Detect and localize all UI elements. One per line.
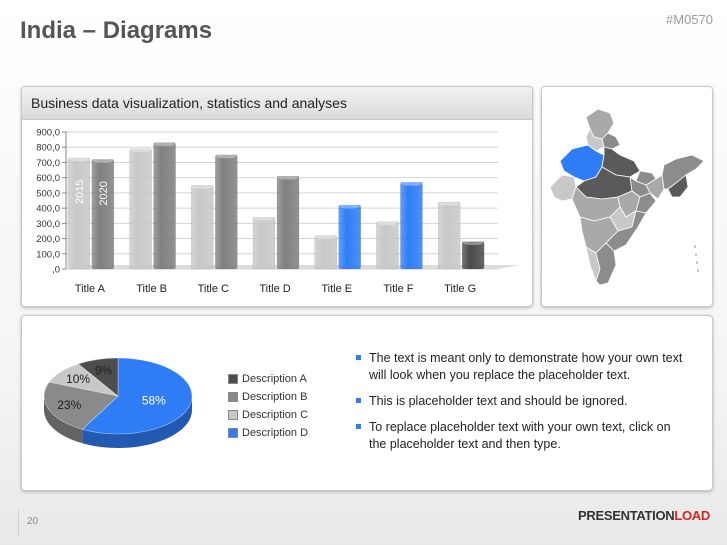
map-region-punjab [585,128,605,152]
x-tick-label: Title E [321,283,352,295]
legend-item: Description D [228,424,308,442]
bar-cap [401,181,422,186]
legend-swatch [228,410,238,420]
pie-slice [77,357,119,397]
series-label: 2015 [74,180,86,204]
bar-cap [439,201,460,206]
bar-cap [130,148,151,153]
bar-cap [254,216,274,221]
x-tick-label: Title G [444,283,476,295]
y-tick-label: 700,0 [36,158,60,169]
y-tick-label: 600,0 [36,173,60,184]
bar-cap [463,241,484,246]
bar-chart-panel: Business data visualization, statistics … [21,86,533,307]
bullet-item: The text is meant only to demonstrate ho… [356,350,686,384]
x-tick-label: Title D [259,283,290,295]
map-region-tamil [595,242,617,286]
bar-cap [339,204,360,209]
bar [190,184,214,270]
india-map [549,108,705,286]
legend-swatch [228,428,238,438]
bar-cap [278,175,298,180]
y-tick-label: ,0 [52,265,60,276]
pie-chart-panel: 58% 23% 10% 9% Description A Description B … [21,315,713,491]
y-tick-label: 800,0 [36,143,60,154]
pie-slice [81,357,193,435]
pie-chart: 58% 23% 10% 9% [43,357,193,448]
bar [67,157,91,270]
bar [338,204,362,270]
y-tick-label: 100,0 [36,249,60,260]
bar-cap [154,142,175,147]
legend-swatch [228,374,238,384]
map-region-uttar [601,146,641,178]
legend-label: Description B [242,391,308,403]
page-number: 20 [27,516,39,527]
india-map-panel [541,86,713,307]
pie-side [82,396,192,448]
x-tick-label: Title C [198,283,229,295]
slide-title: India – Diagrams [20,17,213,44]
x-tick-label: Title A [75,283,106,295]
x-tick-label: Title F [383,283,413,295]
brand-text: PRESENTATION [578,508,675,523]
x-tick-label: Title B [136,283,167,295]
bar [314,235,338,270]
bar-cap [68,157,89,162]
pie-side [44,396,83,444]
bar-cap [315,235,336,240]
slide-code: #M0570 [666,12,713,27]
bar [153,142,176,270]
bar [214,154,238,270]
bullet-list: The text is meant only to demonstrate ho… [356,350,686,462]
bar-cap [192,184,213,189]
legend-label: Description A [242,373,307,385]
bar-panel-header: Business data visualization, statistics … [22,87,532,120]
bar [437,201,461,270]
map-region-northeast-south [667,174,689,198]
bar [252,216,276,270]
pie-value-label: 9% [95,363,113,377]
bar [461,241,485,270]
legend-label: Description D [242,427,309,439]
y-tick-label: 900,0 [36,128,60,139]
legend-item: Description B [228,388,308,406]
bullet-item: To replace placeholder text with your ow… [356,419,686,453]
bar [129,148,152,270]
map-region-gujarat [549,174,577,202]
bar-cap [216,154,237,159]
y-tick-label: 500,0 [36,188,60,199]
legend-label: Description C [242,409,309,421]
bullet-item: This is placeholder text and should be i… [356,393,686,410]
india-map-regions [549,108,705,286]
bar [400,181,423,270]
legend-item: Description A [228,370,308,388]
bar [376,221,399,270]
pie-value-label: 58% [142,394,166,408]
legend-swatch [228,392,238,402]
bar-cap [377,221,398,226]
legend-item: Description C [228,406,308,424]
brand-text-accent: LOAD [674,508,710,523]
y-tick-label: 400,0 [36,204,60,215]
pie-value-label: 10% [66,372,90,386]
footer-divider [18,510,19,535]
bar [91,159,115,270]
map-region-odisha [635,192,657,214]
pie-legend: Description A Description B Description … [228,370,308,442]
bar-chart: ,0 100,0 200,0 300,0 400,0 500,0 600,0 700,0 800… [36,128,520,295]
y-tick-label: 200,0 [36,234,60,245]
bar-cap [92,158,113,163]
pie-value-label: 23% [57,398,81,412]
island-dots [694,245,699,272]
brand-logo: PRESENTATIONLOAD [578,508,710,523]
pie-slice [43,381,119,430]
y-tick-label: 300,0 [36,219,60,230]
series-label: 2020 [98,181,110,205]
bar [276,175,300,270]
